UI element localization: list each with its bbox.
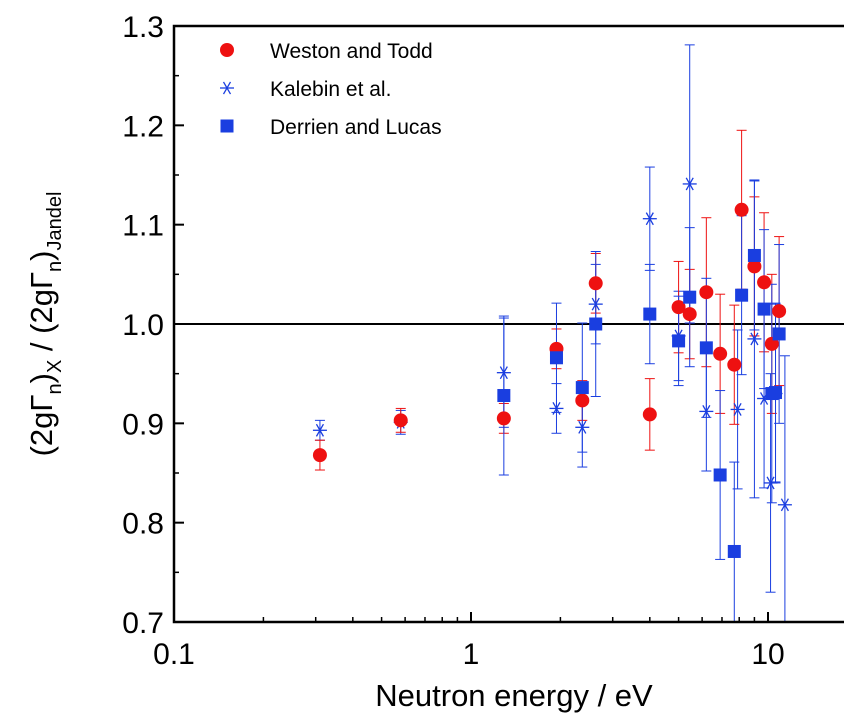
axes: 0.7 0.8 0.9 1.0 1.1 1.2 1.3 0.1 1 10 xyxy=(122,11,784,671)
x-tick-label: 0.1 xyxy=(153,638,195,671)
data-point-kalebin-et-al xyxy=(763,476,778,490)
data-point-kalebin-et-al xyxy=(682,177,697,191)
legend-marker xyxy=(220,43,234,57)
data-point-derrien-and-lucas xyxy=(699,341,713,355)
data-point-kalebin-et-al xyxy=(747,332,762,346)
data-point-weston-and-todd xyxy=(713,346,728,361)
y-axis-title-part: / (2gΓ xyxy=(24,272,59,360)
data-point-kalebin-et-al xyxy=(312,423,327,437)
data-point-derrien-and-lucas xyxy=(772,327,786,341)
y-tick-label: 0.7 xyxy=(122,607,164,640)
y-axis-title-subscript: Jandel xyxy=(44,192,66,251)
data-point-kalebin-et-al xyxy=(642,212,657,226)
data-point-weston-and-todd xyxy=(642,407,657,422)
y-axis-title-part: ) xyxy=(24,373,59,383)
legend-marker xyxy=(220,81,234,95)
data-point-derrien-and-lucas xyxy=(497,389,511,403)
data-point-weston-and-todd xyxy=(496,411,511,426)
data-point-kalebin-et-al xyxy=(549,402,564,415)
y-axis-title-part: ) xyxy=(24,251,59,261)
data-point-derrien-and-lucas xyxy=(575,381,589,395)
data-point-weston-and-todd xyxy=(734,202,749,217)
legend-label: Kalebin et al. xyxy=(270,78,391,101)
data-point-weston-and-todd xyxy=(393,413,408,428)
data-point-weston-and-todd xyxy=(575,393,590,408)
y-axis-title-subscript: n xyxy=(44,261,66,272)
legend-marker xyxy=(220,119,234,133)
legend-label: Derrien and Lucas xyxy=(270,116,442,139)
data-point-kalebin-et-al xyxy=(496,366,511,380)
y-axis-title-subscript: n xyxy=(44,383,66,394)
data-point-derrien-and-lucas xyxy=(549,351,563,365)
y-axis-title-part: (2gΓ xyxy=(24,395,59,457)
data-point-derrien-and-lucas xyxy=(769,386,783,400)
data-point-weston-and-todd xyxy=(682,307,697,322)
x-tick-label: 1 xyxy=(463,638,480,671)
data-point-derrien-and-lucas xyxy=(672,334,686,348)
legend-label: Weston and Todd xyxy=(270,40,433,63)
data-point-derrien-and-lucas xyxy=(757,302,771,316)
data-point-kalebin-et-al xyxy=(588,297,603,311)
data-point-derrien-and-lucas xyxy=(683,290,697,304)
y-tick-label: 0.9 xyxy=(122,408,164,441)
data-point-weston-and-todd xyxy=(671,300,686,315)
legend: Weston and Todd Kalebin et al. Derrien and… xyxy=(220,40,442,139)
data-point-weston-and-todd xyxy=(757,275,772,290)
data-point-weston-and-todd xyxy=(727,357,742,372)
data-point-kalebin-et-al xyxy=(777,498,792,512)
y-axis-title-subscript: X xyxy=(44,360,66,373)
data-point-weston-and-todd xyxy=(699,285,714,300)
data-point-kalebin-et-al xyxy=(575,420,590,434)
data-point-weston-and-todd xyxy=(588,276,603,291)
data-point-derrien-and-lucas xyxy=(735,288,749,302)
y-tick-label: 1.3 xyxy=(122,11,164,44)
data-point-kalebin-et-al xyxy=(699,404,714,418)
data-point-derrien-and-lucas xyxy=(747,248,761,262)
y-axis-title: (2gΓn)X / (2gΓn)Jandel xyxy=(24,192,66,457)
data-point-weston-and-todd xyxy=(772,304,787,319)
data-point-weston-and-todd xyxy=(312,448,327,463)
y-tick-label: 1.1 xyxy=(122,210,164,243)
y-tick-label: 0.8 xyxy=(122,508,164,541)
y-tick-label: 1.0 xyxy=(122,309,164,342)
x-tick-label: 10 xyxy=(751,638,784,671)
data-point-kalebin-et-al xyxy=(730,403,745,416)
data-point-weston-and-todd xyxy=(747,259,762,274)
x-axis-title: Neutron energy / eV xyxy=(375,678,653,713)
y-tick-label: 1.2 xyxy=(122,110,164,143)
plot-area xyxy=(174,44,844,622)
data-point-derrien-and-lucas xyxy=(713,468,727,482)
data-point-derrien-and-lucas xyxy=(589,317,603,331)
data-point-derrien-and-lucas xyxy=(643,307,657,321)
data-point-derrien-and-lucas xyxy=(727,544,741,558)
